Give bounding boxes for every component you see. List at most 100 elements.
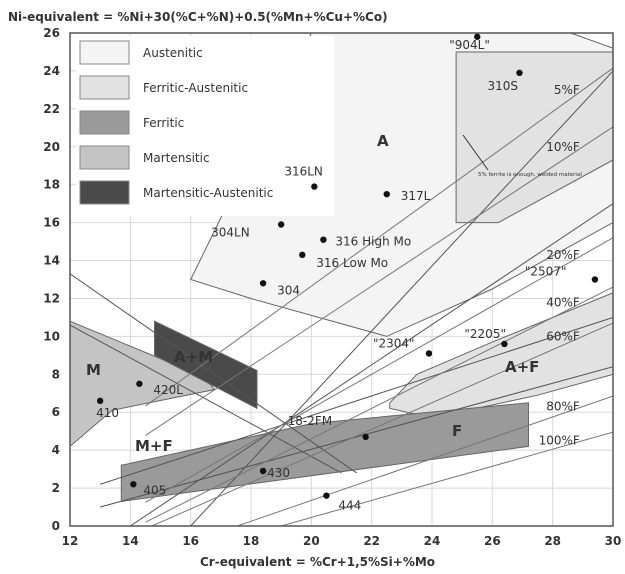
y-tick-label: 0 bbox=[52, 519, 60, 533]
data-point-label: 316 High Mo bbox=[335, 235, 411, 249]
data-point-label: 304LN bbox=[211, 226, 250, 240]
ferrite-line bbox=[145, 286, 613, 523]
x-axis-label: Cr-equivalent = %Cr+1,5%Si+%Mo bbox=[200, 555, 435, 569]
y-tick-label: 2 bbox=[52, 481, 60, 495]
data-point-label: "2205" bbox=[464, 327, 506, 341]
data-point-label: 18-2FM bbox=[288, 414, 333, 428]
data-point bbox=[501, 340, 508, 348]
ferrite-line-labels: 5%F 10%F 20%F 40%F 60%F 80%F 100%F bbox=[539, 83, 580, 448]
x-axis-ticks: 12 14 16 18 20 22 24 26 28 30 bbox=[62, 534, 622, 548]
data-point-label: 304 bbox=[277, 283, 300, 297]
x-tick-label: 28 bbox=[544, 534, 561, 548]
data-point-label: 420L bbox=[153, 383, 183, 397]
ferrite-lines bbox=[145, 67, 613, 526]
x-tick-label: 24 bbox=[424, 534, 441, 548]
x-tick-label: 14 bbox=[122, 534, 139, 548]
legend-label: Ferritic-Austenitic bbox=[143, 81, 248, 95]
data-point bbox=[425, 350, 433, 357]
data-point bbox=[277, 221, 285, 228]
ferrite-line bbox=[145, 126, 613, 436]
legend-label: Martensitic bbox=[143, 151, 210, 165]
x-tick-label: 22 bbox=[363, 534, 380, 548]
y-tick-label: 8 bbox=[52, 367, 60, 381]
ferritic-austenitic-region bbox=[389, 292, 613, 419]
legend-label: Ferritic bbox=[143, 116, 184, 130]
data-point bbox=[136, 380, 143, 387]
ferrite-line bbox=[279, 431, 613, 526]
phase-boundary-line bbox=[190, 70, 613, 526]
y-tick-label: 14 bbox=[43, 254, 60, 268]
x-tick-label: 30 bbox=[605, 534, 622, 548]
region-label-f: F bbox=[452, 422, 462, 440]
data-point bbox=[311, 183, 318, 190]
data-point-label: 317L bbox=[401, 189, 431, 203]
y-tick-label: 26 bbox=[43, 26, 60, 40]
phase-boundary-line bbox=[70, 324, 342, 474]
y-tick-label: 6 bbox=[52, 405, 60, 419]
data-point bbox=[362, 433, 369, 441]
ferrite-line-label: 40%F bbox=[546, 295, 580, 309]
ferrite-line bbox=[145, 237, 613, 503]
ferrite-line-label: 5%F bbox=[554, 83, 580, 97]
data-point-label: 410 bbox=[96, 406, 119, 420]
ferrite-line-label: 100%F bbox=[539, 434, 580, 448]
data-point-label: "2507" bbox=[525, 265, 567, 279]
data-point-label: 405 bbox=[143, 483, 166, 497]
ferrite-line-label: 20%F bbox=[546, 248, 580, 262]
region-label-a: A bbox=[377, 132, 389, 150]
data-point-label: 316 Low Mo bbox=[316, 256, 388, 270]
region-label-m: M bbox=[86, 361, 101, 379]
x-tick-label: 16 bbox=[182, 534, 199, 548]
y-tick-label: 18 bbox=[43, 178, 60, 192]
phase-boundary-line bbox=[100, 316, 613, 485]
data-point-label: "2304" bbox=[373, 336, 415, 350]
y-tick-label: 12 bbox=[43, 291, 60, 305]
data-points: "904L" 310S 316LN 317L 304LN 316 High Mo 316 L… bbox=[96, 33, 599, 513]
ferrite-line bbox=[150, 322, 613, 526]
ferrite-line-label: 80%F bbox=[546, 400, 580, 414]
x-tick-label: 12 bbox=[62, 534, 79, 548]
data-point-label: 444 bbox=[338, 499, 361, 513]
ferrite-line bbox=[145, 67, 613, 407]
ferrite-line-label: 60%F bbox=[546, 329, 580, 343]
ferrite-line bbox=[235, 395, 613, 526]
legend-swatch bbox=[79, 145, 130, 170]
legend-swatch bbox=[79, 75, 130, 100]
data-point bbox=[299, 251, 306, 259]
data-point bbox=[474, 33, 481, 40]
y-tick-label: 10 bbox=[43, 329, 60, 343]
data-point-label: 316LN bbox=[284, 165, 323, 179]
legend: Austenitic Ferritic-Austenitic Ferritic Mar… bbox=[76, 36, 334, 216]
data-point bbox=[130, 481, 137, 488]
y-tick-label: 4 bbox=[52, 443, 60, 457]
annotation-arrow bbox=[462, 134, 489, 171]
x-tick-label: 20 bbox=[303, 534, 320, 548]
y-tick-label: 16 bbox=[43, 216, 60, 230]
data-point bbox=[96, 397, 104, 405]
y-tick-label: 22 bbox=[43, 102, 60, 116]
data-point bbox=[320, 236, 327, 243]
data-point bbox=[259, 467, 267, 475]
y-tick-label: 20 bbox=[43, 140, 60, 154]
legend-swatch bbox=[79, 40, 130, 65]
legend-label: Martensitic-Austenitic bbox=[143, 186, 273, 200]
data-point-label: 430 bbox=[267, 466, 290, 480]
austenitic-upper-band bbox=[455, 51, 613, 224]
ferrite-line-label: 10%F bbox=[546, 140, 580, 154]
data-point bbox=[383, 190, 390, 198]
data-point-label: "904L" bbox=[449, 38, 490, 52]
data-point-label: 310S bbox=[487, 79, 518, 93]
data-point bbox=[323, 492, 330, 499]
region-label-a-m: A+M bbox=[174, 348, 213, 366]
data-point bbox=[259, 280, 267, 287]
region-label-m-f: M+F bbox=[135, 437, 173, 455]
annotation-text: 5% ferrite is enough, welded material bbox=[478, 172, 582, 178]
plot-frame bbox=[69, 32, 614, 527]
x-tick-label: 18 bbox=[243, 534, 260, 548]
legend-label: Austenitic bbox=[143, 46, 203, 60]
region-label-a-f: A+F bbox=[505, 358, 539, 376]
chart-title: Ni-equivalent = %Ni+30(%C+%N)+0.5(%Mn+%C… bbox=[8, 10, 388, 24]
legend-swatch bbox=[79, 110, 130, 135]
